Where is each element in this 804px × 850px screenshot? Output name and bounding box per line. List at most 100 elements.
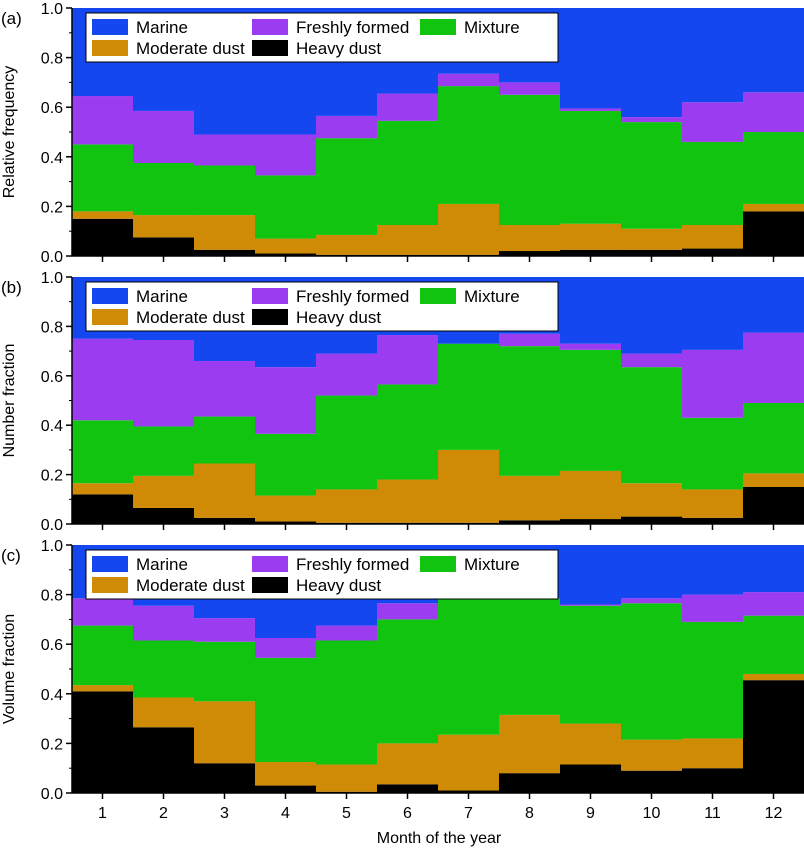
bar-segment [499, 773, 561, 793]
y-tick-label: 0.2 [41, 736, 63, 753]
bar-segment [743, 402, 804, 474]
legend-label: Marine [136, 555, 188, 574]
bar-segment [133, 697, 195, 728]
bar-segment [316, 489, 378, 523]
bar-segment [133, 605, 195, 641]
bar-segment [194, 641, 256, 702]
legend-label: Freshly formed [296, 287, 409, 306]
bar-segment [743, 132, 804, 204]
bar-segment [743, 277, 804, 333]
bar-segment [194, 165, 256, 216]
legend-label: Heavy dust [296, 308, 381, 327]
bar-segment [499, 520, 561, 524]
panel-label: (b) [1, 278, 22, 297]
bar-segment [133, 339, 195, 427]
x-axis-title: Month of the year [377, 830, 502, 847]
legend-swatch [252, 19, 288, 35]
bar-segment [621, 545, 683, 599]
bar-segment [560, 519, 622, 524]
bar-segment [72, 218, 134, 256]
bar-segment [316, 234, 378, 255]
y-axis-title: Volume fraction [1, 614, 18, 724]
bar-segment [560, 108, 622, 111]
legend-label: Mixture [464, 555, 520, 574]
bar-segment [316, 625, 378, 641]
bar-segment [194, 618, 256, 642]
bar-segment [377, 335, 439, 385]
x-tick-label: 10 [643, 805, 661, 822]
bar-segment [194, 463, 256, 518]
legend-label: Moderate dust [136, 39, 245, 58]
bar-segment [194, 134, 256, 166]
panel-b: 0.0 0.2 0.4 0.6 0.8 1.0 Number fraction (b) Mari… [1, 270, 804, 534]
bar-segment [743, 211, 804, 256]
y-axis-title: Number fraction [1, 344, 18, 458]
bar-segment [377, 225, 439, 255]
bar-segment [194, 517, 256, 524]
bar-segment [499, 251, 561, 256]
bar-segment [621, 8, 683, 118]
y-tick-label: 0.0 [41, 786, 63, 803]
bar-segment [438, 203, 500, 255]
bar-segment [194, 249, 256, 256]
panel-c: 0.00.20.40.60.81.01 2 3 4 5 6 7 8 9 10 11 12Volume … [1, 538, 804, 822]
legend-swatch [92, 288, 128, 304]
bar-segment [377, 479, 439, 523]
bar-segment [560, 470, 622, 520]
legend-swatch [92, 577, 128, 593]
bar-segment [194, 416, 256, 464]
bar-segment [133, 507, 195, 524]
bar-segment [133, 426, 195, 476]
bar-segment [743, 545, 804, 593]
x-tick-label: 7 [464, 805, 473, 822]
y-tick-label: 0.4 [41, 687, 63, 704]
y-tick-label: 0.2 [41, 199, 63, 216]
legend-swatch [92, 309, 128, 325]
bar-segment [255, 657, 317, 762]
bar-segment [72, 494, 134, 524]
panel-label: (a) [1, 9, 22, 28]
bar-segment [438, 734, 500, 791]
legend-label: Moderate dust [136, 308, 245, 327]
y-tick-label: 0.0 [41, 517, 63, 534]
x-tick-label: 9 [586, 805, 595, 822]
bar-segment [682, 8, 744, 103]
bar-segment [743, 332, 804, 403]
bar-segment [255, 762, 317, 786]
legend-swatch [252, 40, 288, 56]
bar-segment [621, 483, 683, 517]
bar-segment [621, 598, 683, 604]
legend: Marine Freshly formed Mixture Moderate dust… [85, 12, 559, 63]
bar-segment [621, 516, 683, 524]
panel-a: 0.0 0.2 0.4 0.6 0.8 1.0 Relative frequency (a) M… [1, 1, 804, 266]
legend-swatch [252, 309, 288, 325]
bar-segment [133, 163, 195, 216]
bar-segment [255, 521, 317, 524]
bar-segment [438, 598, 500, 735]
y-tick-label: 0.8 [41, 51, 63, 68]
bar-segment [72, 144, 134, 212]
legend-label: Marine [136, 287, 188, 306]
bar-segment [133, 110, 195, 163]
bar-segment [560, 604, 622, 606]
bar-segment [255, 367, 317, 434]
bar-segment [682, 768, 744, 793]
bar-segment [438, 343, 500, 450]
legend: Marine Freshly formed Mixture Moderate dust… [85, 281, 559, 332]
bar-segment [560, 605, 622, 724]
bar-segment [194, 215, 256, 250]
bar-segment [682, 141, 744, 225]
legend-box [85, 12, 559, 63]
bar-segment [316, 138, 378, 235]
bar-segment [682, 225, 744, 249]
y-tick-label: 0.2 [41, 468, 63, 485]
bar-segment [682, 102, 744, 142]
bar-segment [621, 367, 683, 484]
bar-segment [743, 673, 804, 681]
bar-segment [743, 592, 804, 616]
legend-label: Heavy dust [296, 576, 381, 595]
bar-segment [72, 691, 134, 793]
bar-segment [316, 115, 378, 139]
y-tick-label: 1.0 [41, 1, 63, 18]
